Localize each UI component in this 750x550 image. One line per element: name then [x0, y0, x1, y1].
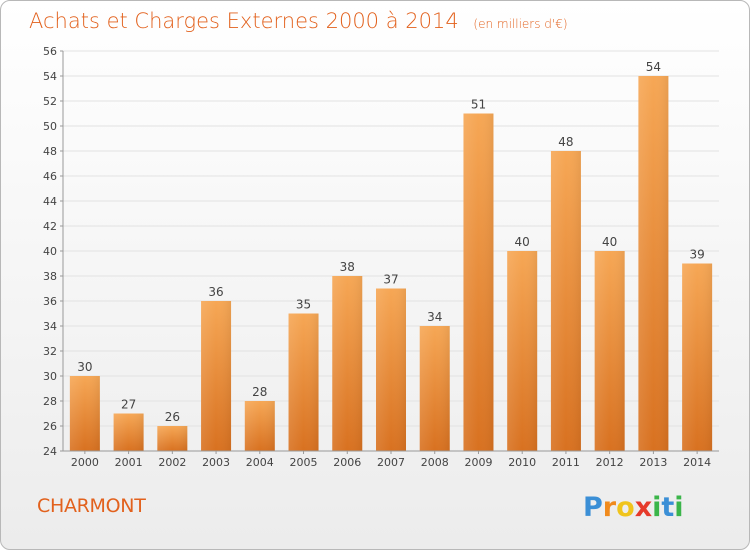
x-tick-label: 2007 — [377, 456, 405, 469]
data-label: 30 — [77, 360, 92, 374]
axis-layer: 24 26 28 30 32 34 36 38 40 42 44 46 48 50 52 54 56 — [43, 45, 719, 458]
bar-shade-2012 — [594, 251, 625, 451]
x-tick-label: 2003 — [202, 456, 230, 469]
data-label: 51 — [471, 98, 486, 112]
x-tick-label: 2005 — [290, 456, 318, 469]
data-label: 36 — [208, 285, 223, 299]
x-tick-label: 2006 — [333, 456, 361, 469]
svg-text:Proxiti: Proxiti — [583, 492, 684, 523]
city-name: CHARMONT — [37, 495, 146, 517]
data-label: 37 — [383, 273, 398, 287]
chart-title: Achats et Charges Externes 2000 à 2014 (… — [29, 9, 568, 33]
data-label: 54 — [646, 60, 661, 74]
data-label: 38 — [340, 260, 355, 274]
bar-shade-2003 — [201, 301, 232, 451]
x-tick-label: 2008 — [421, 456, 449, 469]
y-tick-label: 40 — [43, 245, 57, 258]
proxiti-logo: Proxiti — [583, 492, 684, 523]
bar-shade-2010 — [507, 251, 538, 451]
x-tick-label: 2010 — [508, 456, 536, 469]
y-tick-label: 50 — [43, 120, 57, 133]
bar-shade-2009 — [463, 113, 494, 451]
bar-shade-2005 — [288, 313, 319, 451]
data-label: 35 — [296, 298, 311, 312]
bar-shade-2000 — [69, 376, 100, 451]
y-tick-label: 44 — [43, 195, 57, 208]
y-tick-label: 32 — [43, 345, 57, 358]
bar-shade-2007 — [376, 288, 406, 451]
x-tick-label: 2004 — [246, 456, 274, 469]
y-tick-label: 52 — [43, 95, 57, 108]
x-tick-label: 2009 — [464, 456, 492, 469]
y-tick-label: 38 — [43, 270, 57, 283]
chart-title-text: Achats et Charges Externes 2000 à 2014 — [29, 9, 459, 33]
y-tick-label: 56 — [43, 45, 57, 58]
data-label: 26 — [165, 410, 180, 424]
data-label: 34 — [427, 310, 442, 324]
data-label: 40 — [515, 235, 530, 249]
data-label: 28 — [252, 385, 267, 399]
y-tick-label: 28 — [43, 395, 57, 408]
x-tick-label: 2013 — [639, 456, 667, 469]
y-tick-label: 24 — [43, 445, 57, 458]
data-label: 39 — [689, 248, 704, 262]
bar-shade-2011 — [550, 151, 581, 451]
x-tick-label: 2014 — [683, 456, 711, 469]
x-tick-label: 2002 — [158, 456, 186, 469]
labels-layer: 2000 30 2001 27 2002 26 2003 36 2004 28 2005 35 2006… — [71, 60, 711, 469]
x-tick-label: 2001 — [115, 456, 143, 469]
data-label: 48 — [558, 135, 573, 149]
bar-shade-2008 — [419, 326, 450, 451]
y-tick-label: 54 — [43, 70, 57, 83]
y-tick-label: 48 — [43, 145, 57, 158]
bar-shade-2013 — [638, 76, 669, 451]
y-tick-label: 26 — [43, 420, 57, 433]
data-label: 40 — [602, 235, 617, 249]
x-tick-label: 2012 — [596, 456, 624, 469]
y-tick-label: 34 — [43, 320, 57, 333]
bar-shade-2002 — [157, 426, 188, 451]
bar-shade-2001 — [113, 413, 144, 451]
y-tick-label: 30 — [43, 370, 57, 383]
bar-shade-2004 — [244, 401, 275, 451]
bars-layer — [69, 76, 713, 451]
y-tick-label: 36 — [43, 295, 57, 308]
y-tick-label: 46 — [43, 170, 57, 183]
x-tick-label: 2011 — [552, 456, 580, 469]
chart-subtitle: (en milliers d'€) — [473, 17, 568, 31]
x-tick-label: 2000 — [71, 456, 99, 469]
bar-shade-2014 — [682, 263, 713, 451]
data-label: 27 — [121, 398, 136, 412]
bar-shade-2006 — [332, 276, 363, 451]
y-tick-label: 42 — [43, 220, 57, 233]
